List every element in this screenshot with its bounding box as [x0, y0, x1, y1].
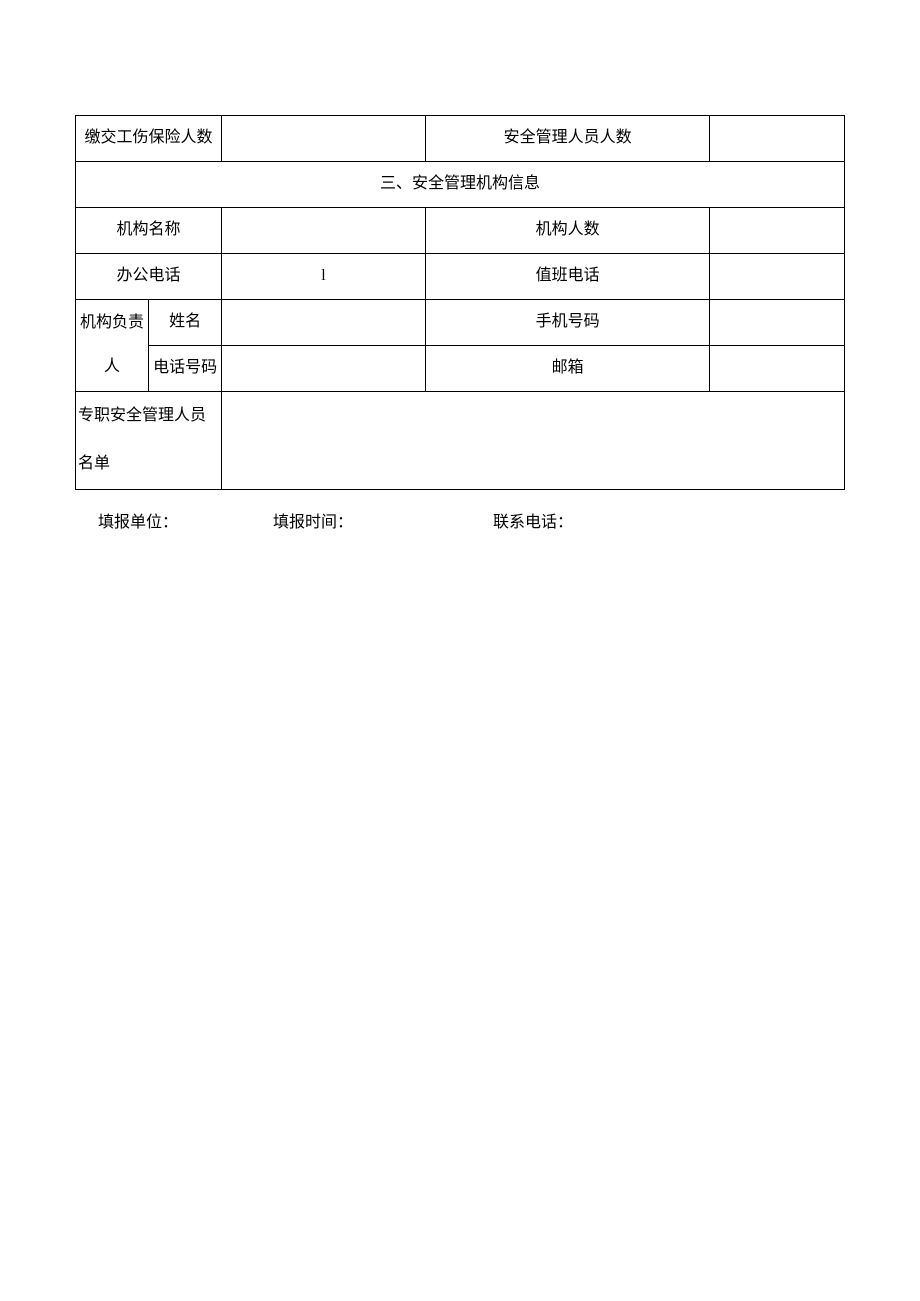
- leader-email-label: 邮箱: [425, 345, 710, 391]
- fulltime-safety-staff-value: [222, 391, 845, 489]
- section-header: 三、安全管理机构信息: [76, 162, 845, 208]
- duty-phone-label: 值班电话: [425, 253, 710, 299]
- org-name-value: [222, 207, 426, 253]
- table-row: 电话号码 邮箱: [76, 345, 845, 391]
- safety-info-table: 缴交工伤保险人数 安全管理人员人数 三、安全管理机构信息 机构名称 机构人数 办…: [75, 115, 845, 490]
- leader-phone-label: 电话号码: [149, 345, 222, 391]
- safety-staff-count-value: [710, 116, 845, 162]
- reporting-unit-label: 填报单位：: [98, 508, 273, 532]
- table-row: 机构负责人 姓名 手机号码: [76, 299, 845, 345]
- office-phone-label: 办公电话: [76, 253, 222, 299]
- fulltime-safety-staff-label: 专职安全管理人员名单: [76, 391, 222, 489]
- org-name-label: 机构名称: [76, 207, 222, 253]
- leader-mobile-label: 手机号码: [425, 299, 710, 345]
- document-page: 缴交工伤保险人数 安全管理人员人数 三、安全管理机构信息 机构名称 机构人数 办…: [0, 0, 920, 532]
- leader-phone-value: [222, 345, 426, 391]
- leader-mobile-value: [710, 299, 845, 345]
- table-row: 缴交工伤保险人数 安全管理人员人数: [76, 116, 845, 162]
- table-row: 办公电话 l 值班电话: [76, 253, 845, 299]
- footer-row: 填报单位： 填报时间： 联系电话：: [75, 508, 845, 532]
- table-row: 专职安全管理人员名单: [76, 391, 845, 489]
- duty-phone-value: [710, 253, 845, 299]
- table-row: 三、安全管理机构信息: [76, 162, 845, 208]
- org-count-label: 机构人数: [425, 207, 710, 253]
- office-phone-value: l: [222, 253, 426, 299]
- safety-staff-count-label: 安全管理人员人数: [425, 116, 710, 162]
- leader-name-value: [222, 299, 426, 345]
- org-count-value: [710, 207, 845, 253]
- org-leader-label: 机构负责人: [76, 299, 149, 391]
- reporting-time-label: 填报时间：: [273, 508, 493, 532]
- insurance-count-label: 缴交工伤保险人数: [76, 116, 222, 162]
- table-row: 机构名称 机构人数: [76, 207, 845, 253]
- leader-name-label: 姓名: [149, 299, 222, 345]
- insurance-count-value: [222, 116, 426, 162]
- leader-email-value: [710, 345, 845, 391]
- contact-phone-label: 联系电话：: [493, 508, 693, 532]
